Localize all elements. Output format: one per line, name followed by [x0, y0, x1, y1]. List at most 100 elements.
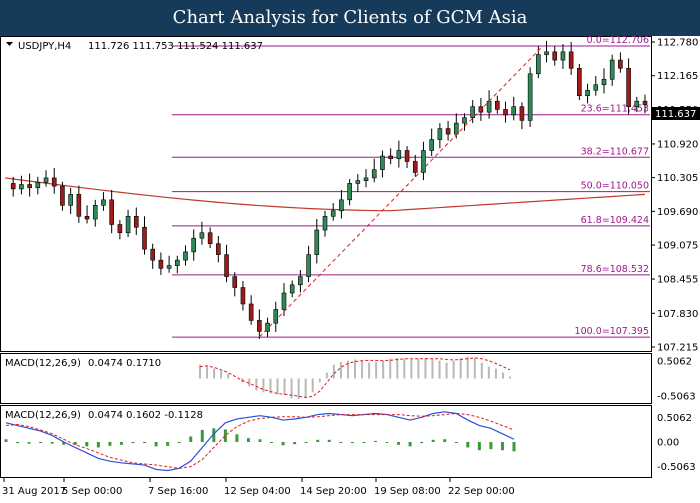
macd-bar-41	[477, 442, 481, 451]
price-tick-label-6: 109.075	[657, 241, 698, 252]
candle-body-30	[248, 303, 254, 321]
candle-body-17	[142, 226, 147, 250]
fib-label-6: 100.0=107.395	[575, 326, 649, 337]
candle-body-4	[35, 182, 41, 189]
current-price-tag	[652, 107, 700, 120]
candle-body-66	[544, 51, 549, 55]
candle-body-14	[117, 224, 123, 234]
candle-body-47	[388, 155, 393, 160]
macd-tick-2: -0.5063	[657, 462, 696, 473]
macd-line-values: 0.0474 0.1602 -0.1128	[88, 410, 203, 421]
candle-body-20	[166, 265, 172, 269]
candle-body-69	[568, 51, 574, 69]
candle-body-24	[199, 232, 205, 239]
time-tick-label-0: 31 Aug 2017	[2, 486, 66, 497]
candle-body-25	[207, 232, 213, 244]
macd-bar-13	[154, 442, 158, 447]
candle-body-29	[240, 287, 246, 305]
symbol-dropdown-icon[interactable]	[6, 42, 13, 46]
macd-bar-1	[16, 442, 20, 444]
price-tick-label-5: 109.690	[657, 207, 698, 218]
candle-body-46	[380, 155, 385, 170]
candle-body-9	[76, 194, 82, 217]
candle-body-8	[68, 194, 73, 206]
fibonacci-trend-line	[259, 46, 543, 338]
candle-body-37	[306, 254, 311, 277]
macd-bar-34	[397, 442, 401, 445]
candle-body-60	[495, 100, 500, 110]
candle-body-45	[371, 169, 377, 179]
macd-bar-14	[166, 442, 170, 446]
candle-body-53	[437, 128, 443, 140]
time-tick-label-2: 7 Sep 16:00	[148, 486, 208, 497]
candle-body-11	[92, 205, 98, 220]
time-tick-label-3: 12 Sep 04:00	[224, 486, 291, 497]
candle-body-19	[158, 259, 164, 269]
macd-line-title: MACD(12,26,9)	[5, 410, 81, 421]
macd-bar-39	[454, 442, 458, 443]
candle-body-1	[10, 183, 16, 190]
candle-body-48	[396, 150, 402, 160]
candle-body-72	[593, 84, 599, 91]
macd-bar-4	[50, 442, 54, 444]
macd-bar-16	[189, 436, 193, 442]
macd-bar-0	[4, 439, 8, 442]
candle-body-78	[642, 100, 648, 105]
candle-body-63	[519, 106, 525, 121]
candle-body-18	[150, 248, 155, 261]
candle-body-43	[355, 180, 361, 184]
candle-body-16	[133, 215, 139, 228]
candle-body-10	[84, 215, 90, 220]
macd-bar-8	[96, 442, 100, 448]
price-tick-label-3: 110.920	[657, 139, 698, 150]
candle-body-39	[322, 215, 328, 231]
candle-body-38	[314, 229, 320, 255]
macd-bar-24	[281, 442, 285, 446]
macd-line-panel	[0, 405, 652, 478]
candle-body-44	[363, 177, 369, 181]
fib-label-1: 23.6=111.453	[581, 104, 649, 115]
macd-bar-10	[119, 442, 123, 445]
macd-tick-0: 0.5062	[657, 413, 692, 424]
chart-canvas[interactable]: 0.0=112.706 23.6=111.453 38.2=110.677 50.0=…	[0, 35, 700, 500]
macd-bar-26	[304, 442, 308, 443]
macd-bar-22	[258, 439, 262, 442]
macd-bar-40	[466, 442, 470, 448]
macd-bar-35	[408, 442, 412, 447]
candle-body-76	[626, 68, 631, 107]
candle-body-77	[634, 100, 640, 107]
macd-bar-12	[143, 442, 147, 444]
macd-bar-9	[108, 442, 112, 446]
candle-body-68	[560, 51, 566, 61]
candle-body-35	[289, 284, 295, 294]
fib-label-0: 0.0=112.706	[587, 36, 649, 46]
candle-body-27	[224, 254, 229, 277]
candle-body-51	[421, 150, 426, 173]
candle-body-57	[470, 106, 475, 118]
candle-body-12	[101, 199, 106, 206]
candle-body-49	[404, 150, 410, 162]
macd-bar-28	[327, 439, 331, 442]
candle-body-55	[453, 122, 459, 135]
candle-body-54	[445, 128, 451, 135]
candle-body-41	[339, 199, 344, 212]
candle-body-26	[216, 243, 221, 255]
macd-bar-42	[489, 442, 493, 450]
candle-body-23	[191, 237, 197, 253]
candle-body-70	[577, 68, 582, 97]
candle-body-56	[462, 117, 467, 124]
candle-body-73	[601, 78, 607, 86]
macd-bar-38	[443, 439, 447, 442]
chart-frame: 0.0=112.706 23.6=111.453 38.2=110.677 50.0=…	[0, 35, 700, 500]
macd-bar-25	[293, 442, 297, 445]
fib-label-3: 50.0=110.050	[581, 181, 649, 192]
time-tick-label-5: 19 Sep 08:00	[374, 486, 441, 497]
histogram-signal-line	[199, 357, 511, 398]
macd-bar-23	[270, 442, 274, 443]
macd-line	[5, 411, 515, 472]
price-tick-label-4: 110.305	[657, 173, 698, 184]
macd-bar-43	[500, 442, 504, 451]
macd-bar-32	[373, 440, 377, 442]
macd-bar-37	[431, 439, 435, 442]
time-tick-label-1: 5 Sep 00:00	[62, 486, 122, 497]
